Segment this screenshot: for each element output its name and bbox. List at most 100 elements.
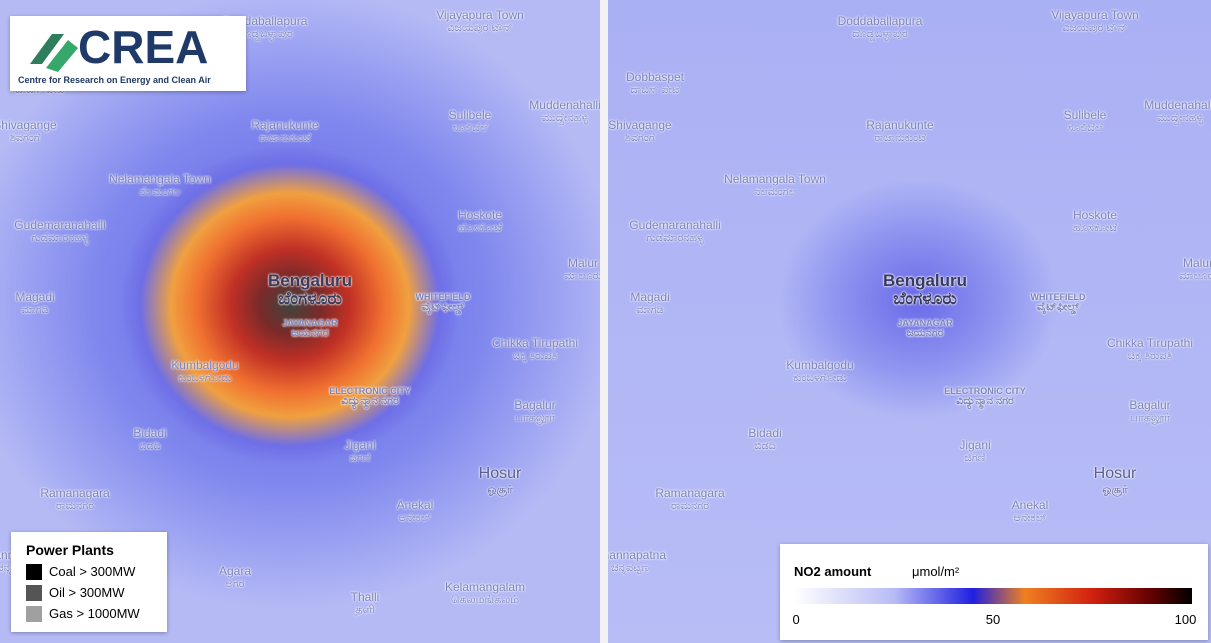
place-label: Jigani ಜಿಗಣಿ [344,439,375,465]
logo-icon [30,34,78,72]
place-local-name: ಮುದ್ದೇನಹಳ್ಳಿ [1156,112,1204,124]
place-name: Bengaluru [267,271,353,290]
no2-legend: NO2 amount μmol/m² 0 50 100 [780,544,1208,640]
place-label: ELECTRONIC CITY ವಿದ್ಯುನ್ಮಾನ ನಗರ [944,386,1026,407]
place-label: Ramanagara ರಾಮನಗರ [655,487,724,513]
legend-swatch [26,564,42,580]
place-label: JAYANAGAR ಜಯನಗರ [897,318,952,339]
place-label: Anekal ಆನೇಕಲ್ [397,499,434,525]
place-local-name: ರಾಮನಗರ [670,500,710,512]
place-name: Sulibele [448,108,492,122]
legend-title: Power Plants [26,542,114,558]
place-local-name: ಚನ್ನಪಟ್ಟಣ [611,562,649,574]
place-name: Vijayapura Town [1051,8,1139,22]
place-local-name: ವಿದ್ಯುನ್ಮಾನ ನಗರ [341,395,399,407]
place-name: Nelamangala Town [109,172,211,186]
place-local-name: ಮಾಗಡಿ [636,304,664,316]
place-local-name: ದಾಬಸ್ ಪೇಟೆ [630,84,680,96]
legend-label: Coal > 300MW [49,564,136,579]
place-name: Rajanukunte [866,118,934,132]
legend-swatch [26,585,42,601]
place-local-name: ಮಾಲೂರು [564,270,600,282]
place-label: Magadi ಮಾಗಡಿ [630,291,669,317]
place-label: Chikka Tirupathi ಚಿಕ್ಕ ತಿರುಪತಿ [492,337,578,363]
place-label: WHITEFIELD ವೈಟ್‌ಫೀಲ್ಡ್ [415,292,471,313]
place-label: Sulibele ಸೂಲಿಬೆಲೆ [1064,109,1107,135]
place-name: JAYANAGAR [282,318,338,328]
place-name: Muddenahalli [529,98,600,112]
power-legend: Power Plants Coal > 300MW Oil > 300MW Gas … [11,532,167,632]
place-label: Kumbalgodu ಕುಂಬಳಗೋಡು [171,359,238,385]
place-label: Vijayapura Town ವಿಜಯಪುರ ಟೌನ್ [436,9,524,35]
legend-title: NO2 amount [794,564,872,579]
place-local-name: ಮಾಗಡಿ [21,304,49,316]
place-name: WHITEFIELD [415,292,471,302]
place-label: Chikka Tirupathi ಚಿಕ್ಕ ತಿರುಪತಿ [1107,337,1193,363]
colorbar-tick-label: 100 [1174,612,1197,627]
place-label: Channapatnaಚನ್ನಪಟ್ಟಣ [608,549,666,575]
place-label: Nelamangala Town ನೆಲಮಂಗಲ [724,173,826,199]
place-local-name: ಜಿಗಣಿ [964,452,986,464]
place-local-name: ஓசூர் [1102,484,1128,496]
map-right[interactable]: Doddaballapura ದೊಡ್ಡಬಳ್ಳಾಪುರ Vijayapura To… [608,0,1211,643]
place-local-name: ವೈಟ್‌ಫೀಲ್ಡ್ [421,301,465,313]
legend-label: Gas > 1000MW [49,606,140,621]
place-local-name: ಮಾಲೂರು [1179,270,1211,282]
place-name: Kumbalgodu [786,358,854,372]
place-label: Jigani ಜಿಗಣಿ [959,439,990,465]
place-label: Kumbalgodu ಕುಂಬಳಗೋಡು [786,359,853,385]
place-local-name: ರಾಮನಗರ [55,500,95,512]
place-label: Ramanagara ರಾಮನಗರ [40,487,109,513]
place-local-name: ದೊಡ್ಡಬಳ್ಳಾಪುರ [852,28,908,40]
place-name: Dobbaspet [625,70,685,84]
divider[interactable] [600,0,608,643]
place-label: Vijayapura Town ವಿಜಯಪುರ ಟೌನ್ [1051,9,1139,35]
place-name: WHITEFIELD [1030,292,1086,302]
place-local-name: ಶಿವಗಂಗೆ [624,132,656,144]
place-name: Chikka Tirupathi [1106,336,1194,350]
place-name: Vijayapura Town [436,8,524,22]
place-local-name: தளி [355,604,375,616]
place-local-name: ಕುಂಬಳಗೋಡು [178,372,232,384]
place-label: Hoskote ಹೊಸಕೋಟೆ [1073,209,1117,235]
place-label: Sulibele ಸೂಲಿಬೆಲೆ [449,109,492,135]
place-name: Shivagange [0,118,57,132]
place-local-name: ಸೂಲಿಬೆಲೆ [452,122,488,134]
place-label: Doddaballapura ದೊಡ್ಡಬಳ್ಳಾಪುರ [838,15,923,41]
place-name: Hoskote [457,208,503,222]
place-local-name: ಶಿವಗಂಗೆ [9,132,41,144]
logo-subtitle: Centre for Research on Energy and Clean … [18,75,211,85]
legend-unit: μmol/m² [912,564,960,579]
place-name: Jigani [959,438,991,452]
place-name: Bengaluru [882,271,968,290]
place-local-name: ನೆಲಮಂಗಲ [139,186,181,198]
place-local-name: ಕುಂಬಳಗೋಡು [793,372,847,384]
place-local-name: ஓசூர் [487,484,513,496]
place-local-name: ಬಿಡದಿ [139,440,161,452]
place-local-name: ಮುದ್ದೇನಹಳ್ಳಿ [541,112,589,124]
place-label: Gudemaranahalli ಗುಡೆಮಾರನಹಳ್ಳಿ [14,219,105,245]
place-local-name: ಬಿಡದಿ [754,440,776,452]
legend-label: Oil > 300MW [49,585,125,600]
place-label: Hoskote ಹೊಸಕೋಟೆ [458,209,502,235]
place-label: Hosur ஓசூர் [1094,466,1137,498]
place-name: Jigani [344,438,376,452]
place-name: Doddaballapura [837,14,923,28]
place-local-name: ಗುಡೆಮಾರನಹಳ್ಳಿ [646,232,704,244]
place-name: Kelamangalam [444,580,526,594]
place-name: ELECTRONIC CITY [329,386,411,396]
place-label: Bidadi ಬಿಡದಿ [133,427,166,453]
place-local-name: ಬೆಂಗಳೂರು [893,289,957,308]
place-label: Muddenahalli ಮುದ್ದೇನಹಳ್ಳಿ [529,99,600,125]
logo[interactable]: CREA Centre for Research on Energy and C… [10,16,246,91]
place-name: Hoskote [1072,208,1118,222]
place-label: Bengaluru ಬೆಂಗಳೂರು [268,272,352,308]
